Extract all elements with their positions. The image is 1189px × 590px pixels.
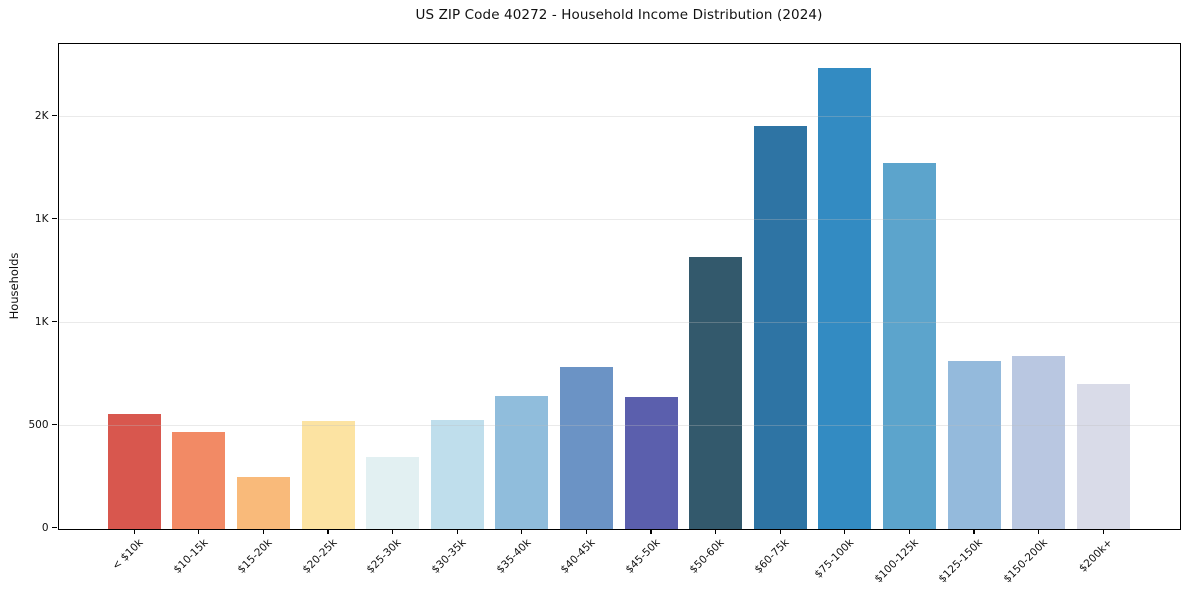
bar bbox=[1076, 383, 1130, 529]
x-tick-mark bbox=[973, 528, 975, 534]
x-tick-mark bbox=[456, 528, 458, 534]
y-tick-label: 1K bbox=[34, 315, 49, 328]
bar bbox=[172, 432, 226, 529]
x-tick-mark bbox=[521, 528, 523, 534]
y-tick-mark bbox=[52, 526, 57, 529]
bar bbox=[882, 163, 936, 529]
x-tick-label: $40-45k bbox=[558, 536, 598, 576]
x-tick-mark bbox=[392, 528, 394, 534]
gridline bbox=[58, 115, 1180, 117]
x-tick-mark bbox=[585, 528, 587, 534]
x-tick-label: $125-150k bbox=[936, 536, 986, 585]
x-tick-mark bbox=[779, 528, 781, 534]
chart-title: US ZIP Code 40272 - Household Income Dis… bbox=[415, 7, 823, 23]
x-tick-label: $35-40k bbox=[493, 536, 534, 576]
y-tick-mark bbox=[52, 320, 57, 323]
x-tick-mark bbox=[650, 528, 652, 534]
gridline bbox=[58, 321, 1180, 323]
y-tick-label: 500 bbox=[28, 418, 49, 431]
y-tick-label: 0 bbox=[41, 521, 49, 534]
gridline bbox=[58, 424, 1180, 426]
gridline bbox=[58, 218, 1180, 220]
x-tick-mark bbox=[198, 528, 200, 534]
x-tick-label: $30-35k bbox=[429, 536, 469, 576]
bar bbox=[236, 476, 290, 529]
y-tick-mark bbox=[52, 114, 57, 117]
y-tick-label: 2K bbox=[34, 109, 49, 122]
x-tick-label: $60-75k bbox=[752, 536, 792, 576]
x-tick-label: $20-25k bbox=[300, 536, 340, 576]
x-tick-label: $200k+ bbox=[1076, 536, 1115, 575]
x-tick-mark bbox=[1038, 528, 1040, 534]
x-tick-mark bbox=[133, 528, 135, 534]
x-tick-mark bbox=[1102, 528, 1104, 534]
bar bbox=[107, 413, 161, 529]
bar bbox=[624, 397, 678, 529]
x-tick-label: $75-100k bbox=[812, 536, 857, 581]
y-axis-label: Households bbox=[7, 252, 21, 320]
bar bbox=[495, 396, 549, 529]
x-tick-label: < $10k bbox=[109, 536, 146, 572]
bar bbox=[1012, 356, 1066, 529]
x-tick-mark bbox=[908, 528, 910, 534]
x-tick-mark bbox=[715, 528, 717, 534]
x-tick-label: $150-200k bbox=[1001, 536, 1050, 585]
bar bbox=[559, 367, 613, 529]
x-tick-label: $25-30k bbox=[364, 536, 404, 576]
x-tick-mark bbox=[844, 528, 846, 534]
bar bbox=[947, 361, 1001, 529]
y-tick-mark bbox=[52, 217, 57, 220]
bar bbox=[818, 67, 872, 529]
y-tick-label: 1K bbox=[34, 212, 49, 225]
bar bbox=[689, 257, 743, 529]
y-tick-mark bbox=[52, 423, 57, 426]
x-tick-label: $50-60k bbox=[687, 536, 727, 576]
x-tick-mark bbox=[262, 528, 264, 534]
bar bbox=[366, 457, 420, 529]
x-tick-label: $10-15k bbox=[170, 536, 211, 576]
bar bbox=[753, 125, 807, 529]
bar bbox=[430, 420, 484, 529]
x-tick-label: $15-20k bbox=[235, 536, 275, 576]
x-tick-mark bbox=[327, 528, 329, 534]
x-tick-label: $45-50k bbox=[623, 536, 663, 576]
x-tick-label: $100-125k bbox=[872, 536, 921, 585]
plot-area: 0 500 1K 1K 2K < $10k $10-15k $15-20k $20-25k $25… bbox=[28, 42, 1181, 585]
bar bbox=[301, 420, 355, 529]
